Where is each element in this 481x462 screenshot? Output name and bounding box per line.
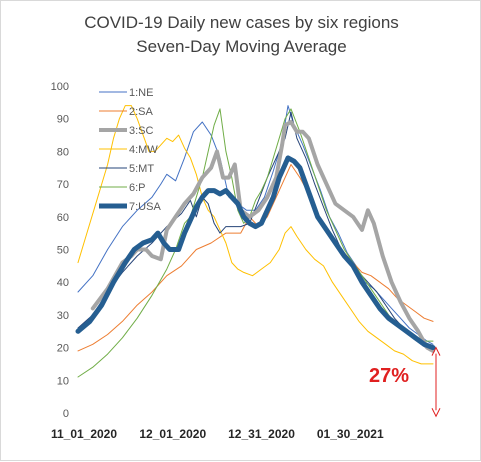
legend-label: 2:SA <box>129 106 154 118</box>
y-tick-label: 0 <box>63 408 69 420</box>
legend-label: 1:NE <box>129 87 153 99</box>
y-tick-label: 40 <box>57 277 69 289</box>
x-tick-label: 11_01_2020 <box>51 427 117 441</box>
legend-label: 5:MT <box>129 163 154 175</box>
legend-label: 3:SC <box>129 125 154 137</box>
y-tick-label: 100 <box>51 81 69 93</box>
y-tick-label: 10 <box>57 375 69 387</box>
legend-label: 6:P <box>129 182 146 194</box>
chart-title: COVID-19 Daily new cases by six regions <box>84 13 399 32</box>
series-line-2sa <box>77 164 434 352</box>
y-tick-label: 90 <box>57 114 69 126</box>
series-line-3sc <box>90 120 435 353</box>
y-tick-label: 50 <box>57 245 69 257</box>
y-tick-label: 80 <box>57 146 69 158</box>
series-line-4mw <box>77 105 434 365</box>
annotation-arrow-head-down <box>431 408 441 418</box>
y-tick-label: 20 <box>57 343 69 355</box>
legend-label: 4:MW <box>129 144 158 156</box>
x-tick-label: 12_01_2020 <box>139 427 206 441</box>
legend-label: 7:USA <box>129 201 161 213</box>
annotation-label: 27% <box>369 365 409 387</box>
series-line-7usa <box>75 155 436 351</box>
annotation-arrow-head-up <box>431 346 441 356</box>
y-tick-label: 60 <box>57 212 69 224</box>
x-tick-label: 12_31_2020 <box>228 427 295 441</box>
y-tick-label: 70 <box>57 179 69 191</box>
x-tick-label: 01_30_2021 <box>317 427 384 441</box>
y-tick-label: 30 <box>57 310 69 322</box>
chart-subtitle: Seven-Day Moving Average <box>136 37 347 56</box>
series-line-1ne <box>77 105 434 345</box>
